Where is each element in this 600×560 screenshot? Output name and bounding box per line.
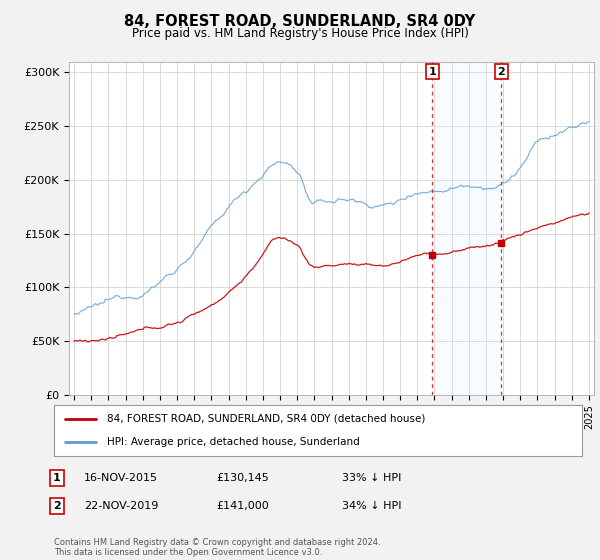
Text: 84, FOREST ROAD, SUNDERLAND, SR4 0DY: 84, FOREST ROAD, SUNDERLAND, SR4 0DY [124, 14, 476, 29]
Text: £130,145: £130,145 [216, 473, 269, 483]
Text: 1: 1 [53, 473, 61, 483]
Text: 1: 1 [428, 67, 436, 77]
Text: 2: 2 [53, 501, 61, 511]
Text: 16-NOV-2015: 16-NOV-2015 [84, 473, 158, 483]
Text: 84, FOREST ROAD, SUNDERLAND, SR4 0DY (detached house): 84, FOREST ROAD, SUNDERLAND, SR4 0DY (de… [107, 414, 425, 424]
Text: 34% ↓ HPI: 34% ↓ HPI [342, 501, 401, 511]
Text: 2: 2 [497, 67, 505, 77]
Text: HPI: Average price, detached house, Sunderland: HPI: Average price, detached house, Sund… [107, 437, 359, 447]
Text: Price paid vs. HM Land Registry's House Price Index (HPI): Price paid vs. HM Land Registry's House … [131, 27, 469, 40]
Text: £141,000: £141,000 [216, 501, 269, 511]
Text: Contains HM Land Registry data © Crown copyright and database right 2024.
This d: Contains HM Land Registry data © Crown c… [54, 538, 380, 557]
Text: 22-NOV-2019: 22-NOV-2019 [84, 501, 158, 511]
Text: 33% ↓ HPI: 33% ↓ HPI [342, 473, 401, 483]
Bar [433, 62, 502, 395]
